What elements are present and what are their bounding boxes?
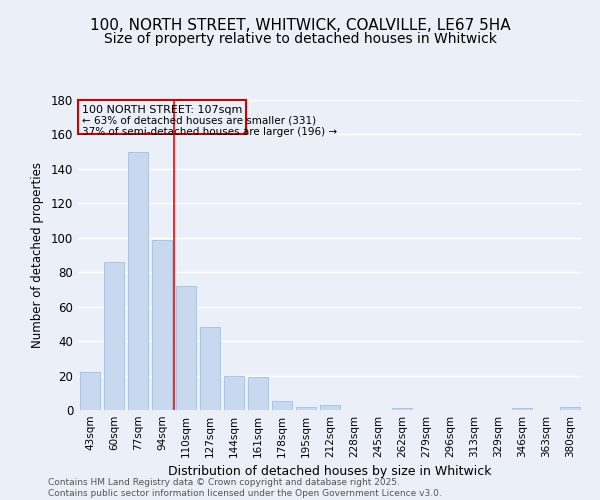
Text: Contains HM Land Registry data © Crown copyright and database right 2025.
Contai: Contains HM Land Registry data © Crown c…	[48, 478, 442, 498]
Bar	[176, 286, 196, 410]
Bar	[248, 378, 268, 410]
X-axis label: Distribution of detached houses by size in Whitwick: Distribution of detached houses by size …	[168, 466, 492, 478]
Bar	[128, 152, 148, 410]
Bar	[200, 328, 220, 410]
Bar	[296, 406, 316, 410]
Text: ← 63% of detached houses are smaller (331): ← 63% of detached houses are smaller (33…	[82, 116, 316, 126]
Y-axis label: Number of detached properties: Number of detached properties	[31, 162, 44, 348]
Bar	[78, 100, 246, 134]
Bar	[80, 372, 100, 410]
Text: 37% of semi-detached houses are larger (196) →: 37% of semi-detached houses are larger (…	[82, 126, 337, 136]
Text: Size of property relative to detached houses in Whitwick: Size of property relative to detached ho…	[104, 32, 496, 46]
Bar	[512, 408, 532, 410]
Text: 100, NORTH STREET, WHITWICK, COALVILLE, LE67 5HA: 100, NORTH STREET, WHITWICK, COALVILLE, …	[89, 18, 511, 32]
Text: 100 NORTH STREET: 107sqm: 100 NORTH STREET: 107sqm	[82, 105, 242, 115]
Bar	[152, 240, 172, 410]
Bar	[104, 262, 124, 410]
Bar	[224, 376, 244, 410]
Bar	[560, 406, 580, 410]
Bar	[272, 402, 292, 410]
Bar	[392, 408, 412, 410]
Bar	[320, 405, 340, 410]
